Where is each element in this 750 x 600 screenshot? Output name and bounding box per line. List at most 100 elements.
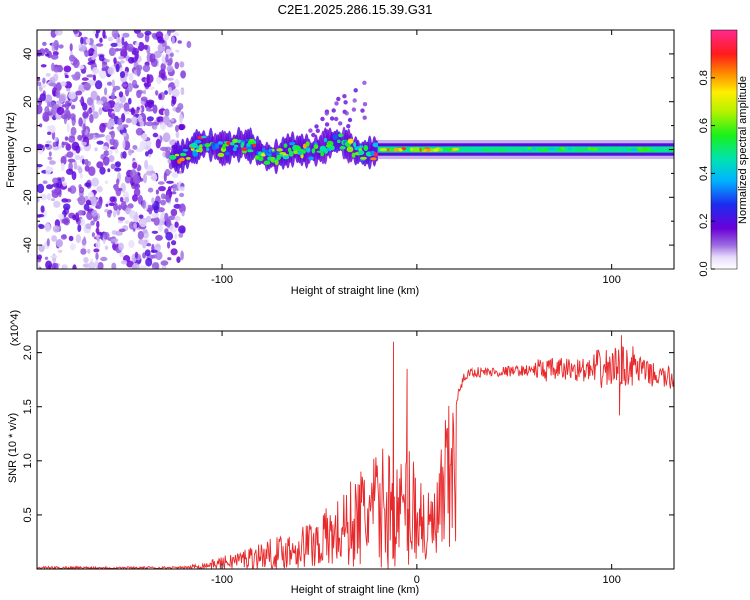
noise-blob bbox=[119, 71, 126, 79]
band-blob bbox=[204, 143, 211, 148]
noise-blob bbox=[70, 104, 76, 110]
noise-blob bbox=[77, 195, 86, 206]
noise-blob bbox=[108, 155, 115, 162]
spray-blob bbox=[324, 111, 329, 116]
snr-marks bbox=[37, 335, 674, 569]
noise-blob bbox=[157, 43, 164, 53]
noise-blob bbox=[147, 101, 155, 108]
noise-blob bbox=[116, 96, 121, 104]
colorbar-label: Normalized spectral amplitude bbox=[737, 76, 749, 224]
noise-blob bbox=[77, 210, 85, 216]
noise-blob bbox=[131, 116, 138, 125]
noise-blob bbox=[115, 48, 119, 52]
noise-blob bbox=[179, 61, 185, 68]
band-blob bbox=[338, 133, 344, 138]
noise-blob bbox=[37, 164, 43, 168]
noise-blob bbox=[157, 207, 165, 213]
steady-band-blob bbox=[496, 147, 501, 151]
snr-x-label: Height of straight line (km) bbox=[291, 584, 419, 596]
noise-blob bbox=[42, 180, 48, 184]
noise-blob bbox=[144, 249, 151, 257]
band-blob bbox=[305, 141, 310, 147]
steady-band-blob bbox=[651, 147, 658, 151]
noise-blob bbox=[123, 102, 130, 112]
noise-blob bbox=[96, 161, 104, 169]
colorbar-tick-label: 0.2 bbox=[698, 214, 710, 229]
noise-blob bbox=[83, 256, 89, 264]
noise-blob bbox=[170, 208, 178, 217]
steady-band-blob bbox=[591, 147, 598, 151]
noise-blob bbox=[180, 250, 184, 261]
noise-blob bbox=[85, 82, 90, 89]
band-blob bbox=[260, 153, 266, 157]
noise-blob bbox=[128, 221, 136, 230]
spray-blob bbox=[352, 98, 357, 103]
noise-blob bbox=[174, 233, 178, 240]
spray-blob bbox=[343, 100, 348, 105]
band-blob bbox=[169, 154, 177, 160]
noise-blob bbox=[64, 100, 70, 110]
noise-blob bbox=[157, 116, 164, 123]
snr-frame bbox=[36, 330, 675, 570]
noise-blob bbox=[66, 122, 70, 133]
noise-blob bbox=[137, 114, 143, 123]
noise-blob bbox=[45, 48, 50, 54]
noise-blob bbox=[171, 36, 175, 45]
noise-blob bbox=[58, 44, 64, 49]
noise-blob bbox=[122, 151, 127, 159]
noise-blob bbox=[110, 130, 116, 139]
spray-blob bbox=[331, 108, 336, 113]
band-blob bbox=[313, 144, 319, 150]
noise-blob bbox=[151, 197, 155, 205]
noise-blob bbox=[61, 114, 69, 120]
noise-blob bbox=[104, 87, 108, 96]
noise-blob bbox=[133, 183, 141, 190]
noise-blob bbox=[174, 78, 180, 88]
band-blob bbox=[215, 143, 220, 149]
band-blob bbox=[240, 143, 244, 149]
noise-blob bbox=[119, 252, 124, 258]
band-blob bbox=[308, 156, 314, 160]
noise-blob bbox=[117, 220, 123, 224]
band-blob bbox=[174, 153, 180, 157]
noise-blob bbox=[45, 165, 52, 176]
noise-blob bbox=[152, 104, 158, 114]
noise-blob bbox=[99, 69, 107, 79]
noise-blob bbox=[67, 158, 76, 163]
noise-blob bbox=[47, 131, 52, 135]
band-blob bbox=[360, 156, 367, 160]
noise-blob bbox=[53, 39, 59, 50]
noise-blob bbox=[164, 212, 169, 222]
noise-blob bbox=[37, 143, 43, 150]
noise-blob bbox=[42, 41, 47, 47]
noise-blob bbox=[45, 260, 53, 269]
noise-blob bbox=[81, 77, 89, 81]
noise-blob bbox=[53, 200, 61, 208]
noise-blob bbox=[86, 74, 95, 78]
band-blob bbox=[257, 156, 264, 162]
noise-blob bbox=[92, 67, 99, 75]
noise-blob bbox=[128, 56, 135, 64]
band-blob bbox=[370, 157, 377, 161]
noise-blob bbox=[118, 91, 124, 98]
noise-blob bbox=[85, 223, 92, 230]
noise-blob bbox=[165, 48, 171, 55]
noise-blob bbox=[39, 123, 43, 128]
noise-blob bbox=[108, 149, 113, 155]
noise-blob bbox=[151, 213, 160, 218]
noise-blob bbox=[128, 97, 132, 105]
y-tick-label: 0 bbox=[22, 146, 34, 152]
spray-blob bbox=[336, 96, 341, 102]
noise-blob bbox=[151, 261, 160, 269]
spray-blob bbox=[314, 124, 319, 129]
noise-blob bbox=[117, 48, 125, 52]
noise-blob bbox=[127, 203, 134, 209]
band-blob bbox=[241, 147, 248, 151]
noise-blob bbox=[71, 120, 76, 127]
noise-blob bbox=[40, 205, 45, 213]
noise-blob bbox=[37, 254, 42, 260]
noise-blob bbox=[120, 200, 127, 211]
noise-blob bbox=[160, 193, 166, 200]
noise-blob bbox=[128, 239, 135, 249]
noise-blob bbox=[158, 93, 163, 100]
